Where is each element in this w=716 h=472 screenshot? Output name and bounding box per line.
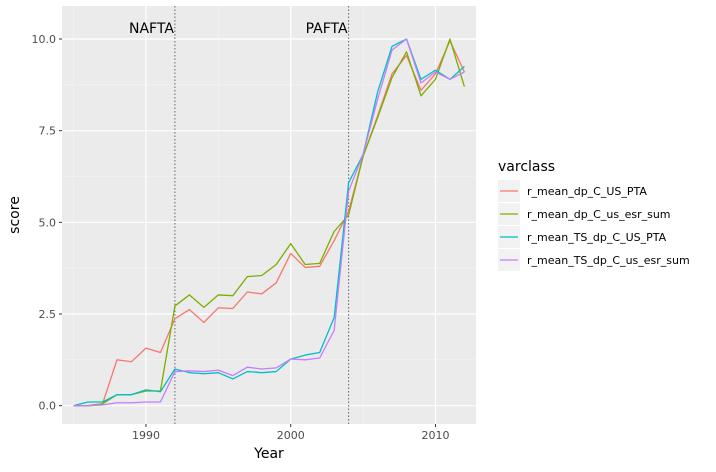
annotation-label-nafta: NAFTA [129,21,174,37]
legend: varclass r_mean_dp_C_US_PTA r_mean_dp_C_u… [498,159,690,271]
y-tick-label: 10.0 [32,33,57,46]
grid-major [62,6,476,424]
legend-label-1: r_mean_dp_C_US_PTA [527,185,647,198]
x-tick-label: 2010 [421,429,449,442]
y-tick-label: 0.0 [39,400,57,413]
annotation-labels: NAFTA PAFTA [129,21,348,37]
x-axis: 1990 2000 2010 [132,424,449,442]
x-axis-label: Year [253,446,284,462]
annotation-label-pafta: PAFTA [306,21,348,37]
y-axis-label: score [7,196,23,234]
y-tick-label: 2.5 [39,308,57,321]
legend-title: varclass [498,159,555,175]
legend-label-2: r_mean_dp_C_us_esr_sum [527,208,671,221]
series-line-3 [73,38,465,407]
plot-panel [62,6,476,424]
legend-label-4: r_mean_TS_dp_C_us_esr_sum [527,254,690,267]
x-tick-label: 1990 [132,429,160,442]
grid-minor [62,6,476,424]
y-tick-label: 5.0 [39,216,57,229]
y-tick-label: 7.5 [39,125,57,138]
series-line-4 [73,38,465,407]
x-tick-label: 2000 [277,429,305,442]
series-lines [73,38,466,407]
legend-label-3: r_mean_TS_dp_C_US_PTA [527,231,667,244]
y-axis: 0.0 2.5 5.0 7.5 10.0 [32,33,62,413]
